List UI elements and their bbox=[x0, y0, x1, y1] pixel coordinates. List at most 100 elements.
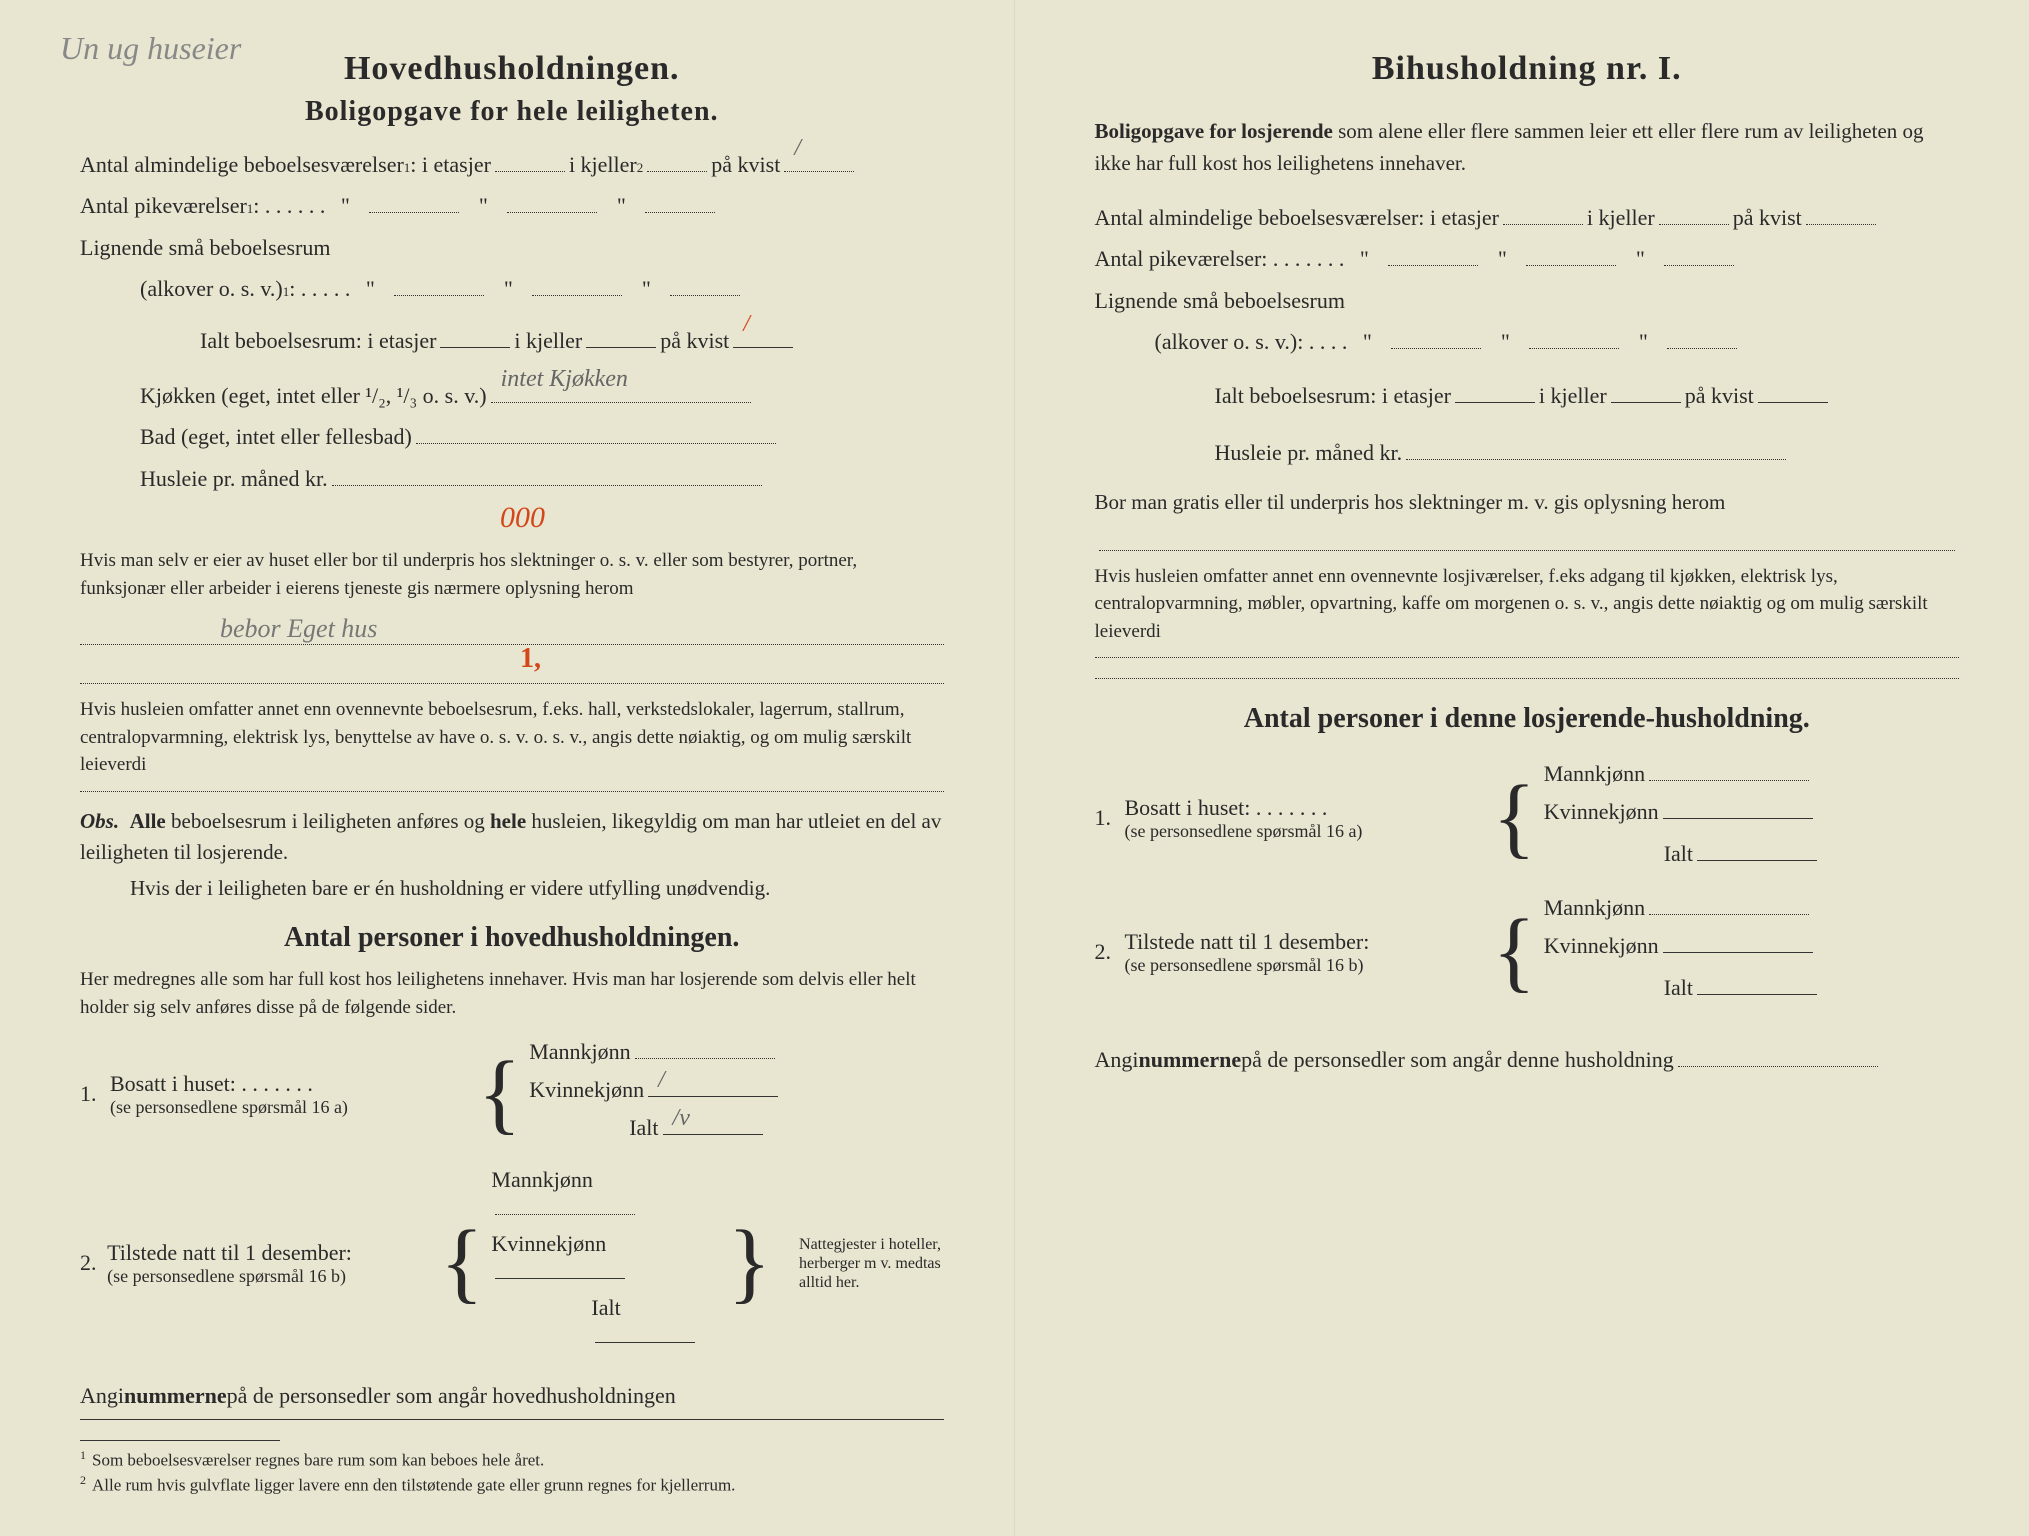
label: Kvinnekjønn bbox=[1544, 799, 1659, 824]
blank: / bbox=[784, 150, 854, 172]
label: i kjeller bbox=[1539, 377, 1607, 414]
t: Alle rum hvis gulvflate ligger lavere en… bbox=[92, 1476, 735, 1495]
blank bbox=[595, 1321, 695, 1343]
blank bbox=[647, 150, 707, 172]
ditto: " bbox=[325, 187, 365, 224]
label: Lignende små beboelsesrum bbox=[1095, 282, 1346, 319]
label: Tilstede natt til 1 desember: bbox=[1125, 929, 1485, 955]
ditto: " bbox=[350, 270, 390, 307]
row-total: Ialt beboelsesrum: i etasjer i kjeller p… bbox=[200, 322, 944, 359]
r-count-1: 1. Bosatt i huset: . . . . . . . (se per… bbox=[1095, 759, 1960, 877]
label: Antal almindelige beboelsesværelser: i e… bbox=[1095, 199, 1499, 236]
blank bbox=[645, 191, 715, 213]
footnote-rule bbox=[80, 1440, 280, 1441]
footnote-2: 2Alle rum hvis gulvflate ligger lavere e… bbox=[80, 1472, 944, 1497]
blank bbox=[1099, 529, 1956, 551]
t: på de personsedler som angår hovedhushol… bbox=[227, 1377, 676, 1414]
blank bbox=[1697, 839, 1817, 861]
t: Som beboelsesværelser regnes bare rum so… bbox=[92, 1451, 544, 1470]
ditto: " bbox=[1482, 240, 1522, 277]
blank bbox=[670, 274, 740, 296]
t: Alle bbox=[130, 809, 166, 833]
blank bbox=[1697, 973, 1817, 995]
brace-icon: { bbox=[478, 1054, 521, 1134]
left-page: Un ug huseier Hovedhusholdningen. Boligo… bbox=[0, 0, 1015, 1536]
label: i kjeller bbox=[569, 146, 637, 183]
num: 1. bbox=[80, 1081, 110, 1107]
subnote: (se personsedlene spørsmål 16 a) bbox=[110, 1097, 470, 1118]
fill: /v bbox=[673, 1105, 690, 1132]
label: Bosatt i huset: . . . . . . . bbox=[110, 1071, 470, 1097]
blank bbox=[495, 150, 565, 172]
r-row2: Antal pikeværelser: . . . . . . . " " " bbox=[1095, 240, 1960, 277]
brace-icon: { bbox=[1493, 912, 1536, 992]
blank bbox=[1664, 244, 1734, 266]
blank bbox=[1391, 327, 1481, 349]
ditto: " bbox=[1485, 323, 1525, 360]
blank bbox=[1649, 759, 1809, 781]
handwritten-owner: bebor Eget hus bbox=[80, 614, 944, 645]
label: Antal almindelige beboelsesværelser bbox=[80, 146, 404, 183]
label: Bad (eget, intet eller fellesbad) bbox=[140, 418, 412, 455]
blank: / bbox=[733, 326, 793, 348]
obs-note: Obs. Alle beboelsesrum i leiligheten anf… bbox=[80, 806, 944, 905]
fill: / bbox=[794, 128, 801, 169]
label: Ialt bbox=[1664, 975, 1693, 1000]
r-row3: Lignende små beboelsesrum bbox=[1095, 282, 1960, 319]
dots: : . . . . . . bbox=[253, 187, 325, 224]
blank bbox=[416, 422, 776, 444]
num: 1. bbox=[1095, 805, 1125, 831]
label: Kvinnekjønn bbox=[529, 1077, 644, 1102]
t: nummerne bbox=[124, 1377, 227, 1414]
label: Ialt bbox=[591, 1295, 620, 1320]
row-bath: Bad (eget, intet eller fellesbad) bbox=[140, 418, 944, 455]
section-persons-note: Her medregnes alle som har full kost hos… bbox=[80, 966, 944, 1021]
red-annotation: 000 bbox=[500, 501, 944, 535]
subnote: (se personsedlene spørsmål 16 b) bbox=[1125, 955, 1485, 976]
label: Ialt bbox=[629, 1115, 658, 1140]
label: Kvinnekjønn bbox=[1544, 933, 1659, 958]
ditto: " bbox=[1623, 323, 1663, 360]
brace-icon: } bbox=[728, 1223, 771, 1303]
blank bbox=[1678, 1045, 1878, 1067]
subtitle: Boligopgave for hele leiligheten. bbox=[80, 96, 944, 128]
label: (alkover o. s. v.) bbox=[140, 270, 283, 307]
label: (alkover o. s. v.): . . . . bbox=[1155, 323, 1348, 360]
blank bbox=[332, 464, 762, 486]
r-para1: Bor man gratis eller til underpris hos s… bbox=[1095, 487, 1960, 551]
divider bbox=[1095, 657, 1960, 658]
ditto: " bbox=[601, 187, 641, 224]
label: Mannkjønn bbox=[529, 1039, 630, 1064]
bottom-line: Angi nummerne på de personsedler som ang… bbox=[80, 1377, 944, 1419]
t: nummerne bbox=[1139, 1041, 1242, 1078]
handwritten-header: Un ug huseier bbox=[60, 30, 241, 67]
blank bbox=[1663, 931, 1813, 953]
label: Husleie pr. måned kr. bbox=[1215, 434, 1403, 471]
blank bbox=[1611, 381, 1681, 403]
blank bbox=[1455, 381, 1535, 403]
t: Angi bbox=[1095, 1041, 1139, 1078]
brace-icon: { bbox=[440, 1223, 483, 1303]
footnote-1: 1Som beboelsesværelser regnes bare rum s… bbox=[80, 1447, 944, 1472]
label: Ialt beboelsesrum: i etasjer bbox=[1215, 377, 1451, 414]
blank bbox=[1659, 203, 1729, 225]
r-para2: Hvis husleien omfatter annet enn ovennev… bbox=[1095, 563, 1960, 646]
count-1: 1. Bosatt i huset: . . . . . . . (se per… bbox=[80, 1037, 944, 1151]
blank bbox=[1806, 203, 1876, 225]
label: Ialt beboelsesrum: i etasjer bbox=[200, 322, 436, 359]
fill: / bbox=[743, 304, 750, 345]
t: Bor man gratis eller til underpris hos s… bbox=[1095, 490, 1726, 514]
label: Antal pikeværelser bbox=[80, 187, 247, 224]
section-persons-title: Antal personer i hovedhusholdningen. bbox=[80, 922, 944, 954]
right-intro: Boligopgave for losjerende som alene ell… bbox=[1095, 116, 1960, 179]
blank bbox=[369, 191, 459, 213]
r-total: Ialt beboelsesrum: i etasjer i kjeller p… bbox=[1215, 377, 1960, 414]
brace-icon: { bbox=[1493, 778, 1536, 858]
label: på kvist bbox=[1685, 377, 1754, 414]
blank: /v bbox=[663, 1113, 763, 1135]
blank: / bbox=[648, 1075, 778, 1097]
r-row1: Antal almindelige beboelsesværelser: i e… bbox=[1095, 199, 1960, 236]
ditto: " bbox=[1347, 323, 1387, 360]
ditto: " bbox=[626, 270, 666, 307]
label: Mannkjønn bbox=[1544, 895, 1645, 920]
